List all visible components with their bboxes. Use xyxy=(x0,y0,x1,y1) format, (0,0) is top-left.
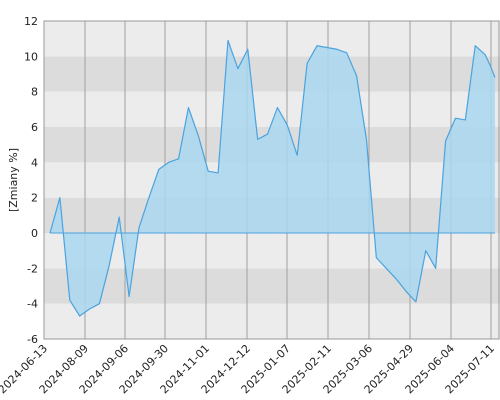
y-tick-label: -4 xyxy=(27,298,38,311)
plot-frame xyxy=(43,20,500,340)
y-tick-label: -2 xyxy=(27,262,38,275)
grid-band xyxy=(44,303,500,339)
grid-band xyxy=(44,268,500,304)
plot-border xyxy=(43,20,500,340)
series-line xyxy=(49,39,496,317)
y-tick-label: 12 xyxy=(24,15,38,28)
grid-band xyxy=(44,21,500,57)
y-tick-label: 8 xyxy=(31,86,38,99)
y-tick-label: 10 xyxy=(24,50,38,63)
x-axis-ticks: 2024-06-132024-08-092024-09-062024-09-30… xyxy=(0,342,497,396)
y-tick-label: 2 xyxy=(31,192,38,205)
y-axis-label: [Zmiany %] xyxy=(7,148,20,212)
y-tick-label: -6 xyxy=(27,333,38,346)
y-axis-ticks: -6 -4 -2 0 2 4 6 8 10 12 xyxy=(24,15,38,346)
y-tick-label: 0 xyxy=(31,227,38,240)
area-fill xyxy=(50,40,495,317)
grid-band xyxy=(44,56,500,92)
y-tick-label: 4 xyxy=(31,156,38,169)
area-layer xyxy=(49,39,496,317)
y-tick-label: 6 xyxy=(31,121,38,134)
